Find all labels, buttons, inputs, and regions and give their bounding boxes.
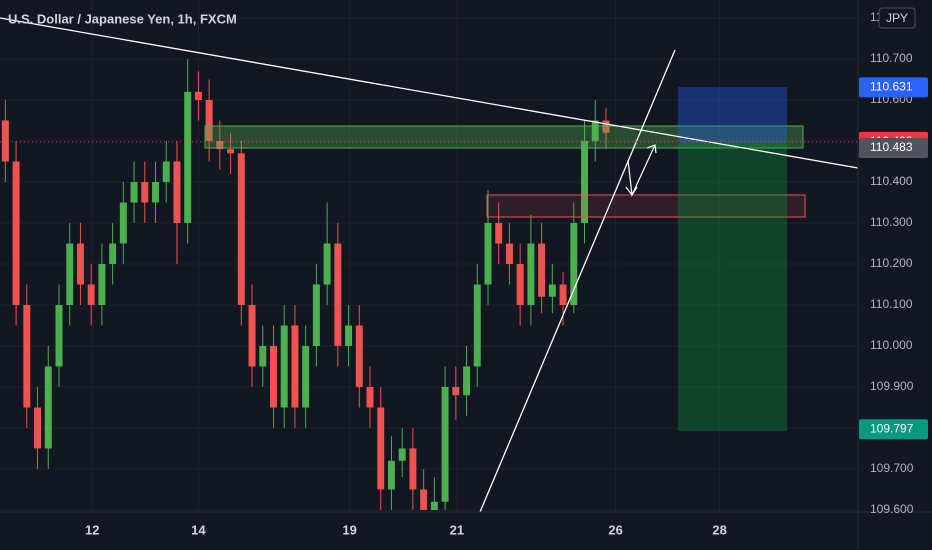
x-tick-label: 21 (450, 522, 464, 537)
candle-body (302, 345, 310, 408)
price-badge-label: 110.483 (870, 140, 913, 154)
candle-body (505, 243, 513, 264)
price-badge (859, 77, 928, 98)
candle-body (420, 489, 428, 510)
arrow-head (646, 144, 657, 154)
candle-body (109, 243, 117, 264)
candle-body (527, 243, 535, 305)
price-badge (859, 137, 928, 158)
candle-body (591, 120, 599, 142)
y-tick-label: 109.600 (870, 502, 914, 516)
candle-body (602, 120, 610, 133)
candle-body (205, 100, 213, 142)
price-badge-label: 109.797 (870, 421, 914, 435)
candle-body (387, 460, 395, 490)
y-tick-label: 109.900 (870, 379, 914, 393)
candle-body (559, 284, 567, 305)
candle-body (398, 448, 406, 461)
x-tick-label: 19 (342, 522, 356, 537)
chart-title: U.S. Dollar / Japanese Yen, 1h, FXCM (8, 11, 237, 26)
x-tick-label: 28 (712, 522, 726, 537)
candle-body (55, 304, 63, 367)
candle-body (570, 223, 578, 305)
candle-body (162, 161, 170, 183)
target-box (678, 87, 787, 143)
x-tick-label: 26 (608, 522, 622, 537)
candle-body (463, 366, 471, 396)
demand-zone (486, 194, 806, 218)
price-badge-label: 110.631 (870, 79, 913, 93)
candle-body (44, 366, 52, 449)
candle-body (194, 91, 202, 101)
trend-line-down (0, 17, 859, 169)
candles (1, 59, 610, 510)
candle-body (334, 243, 342, 346)
candle-body (152, 182, 159, 203)
y-tick-label: 110.200 (870, 256, 913, 270)
candle-body (581, 141, 588, 224)
candle-body (323, 243, 331, 285)
candle-body (516, 263, 524, 305)
candle-body (12, 161, 20, 305)
candle-body (34, 407, 42, 449)
candle-body (141, 182, 149, 203)
y-tick-label: 110.300 (870, 215, 913, 229)
candle-body (280, 325, 288, 408)
candle-body (484, 223, 492, 285)
candle-body (130, 182, 138, 203)
candle-body (409, 448, 417, 490)
candle-body (98, 263, 106, 305)
candle-body (291, 325, 299, 408)
candle-body (216, 141, 224, 150)
candle-body (23, 304, 31, 408)
candle-body (248, 304, 256, 367)
x-tick-label: 14 (191, 522, 206, 537)
candle-body (270, 345, 277, 408)
candle-body (119, 202, 127, 244)
candle-body (441, 386, 449, 502)
candle-body (452, 386, 460, 396)
currency-button[interactable] (878, 7, 916, 29)
time-axis (0, 512, 932, 550)
candle-body (366, 386, 374, 408)
y-tick-label: 110.000 (870, 338, 913, 352)
candle-body (538, 243, 546, 297)
candle-body (66, 243, 74, 305)
y-tick-label: 109.700 (870, 461, 914, 475)
candle-body (1, 120, 9, 162)
stop-box (678, 143, 787, 431)
arrow-head (625, 186, 638, 197)
y-tick-label: 110.700 (870, 51, 913, 65)
candle-body (473, 284, 481, 367)
candle-body (227, 149, 235, 154)
candle-body (495, 223, 503, 244)
candle-body (173, 161, 181, 224)
candle-body (345, 325, 353, 346)
candle-body (259, 345, 267, 367)
y-tick-label: 110.100 (870, 297, 913, 311)
price-badge (859, 419, 928, 440)
grid (0, 0, 858, 512)
candle-body (355, 325, 363, 387)
candle-body (377, 407, 385, 490)
trend-line-up (479, 49, 676, 513)
candle-body (237, 153, 245, 305)
candle-body (430, 501, 438, 510)
currency-label[interactable]: JPY (886, 11, 908, 25)
candle-body (76, 243, 84, 285)
y-tick-label: 110.400 (870, 174, 913, 188)
candle-body (184, 91, 192, 224)
candle-body (548, 284, 556, 297)
x-tick-label: 12 (85, 522, 99, 537)
candle-body (87, 284, 95, 305)
support-zone (204, 125, 804, 149)
candle-body (312, 284, 320, 346)
